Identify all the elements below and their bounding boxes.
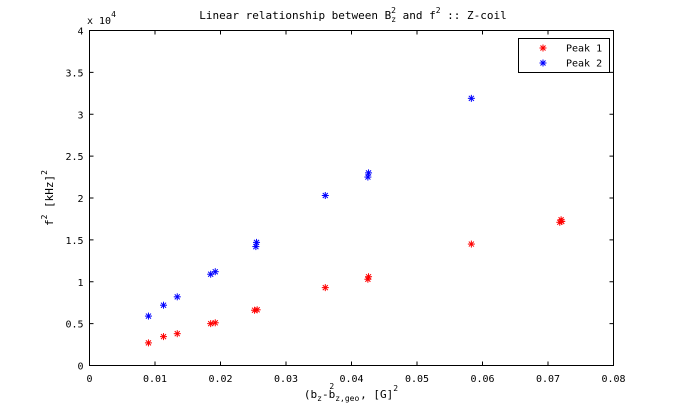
y-tick-label: 3.5 xyxy=(65,68,83,79)
data-point-series-1 xyxy=(173,330,181,338)
data-point-series-1 xyxy=(144,339,152,347)
x-tick-label: 0.08 xyxy=(601,374,625,385)
y-tick-labels: 0 0.5 1 1.5 2 2.5 3 3.5 4 xyxy=(65,27,83,373)
legend-box xyxy=(518,38,610,73)
chart-title: Linear relationship between Bz2 and f2 :… xyxy=(199,6,507,24)
y-axis-multiplier: x 104 xyxy=(87,10,116,27)
data-point-series-1 xyxy=(160,333,168,341)
data-point-series-2 xyxy=(321,191,329,199)
data-point-series-2 xyxy=(173,293,181,301)
x-tick-label: 0.07 xyxy=(536,374,560,385)
legend-marker xyxy=(539,44,547,52)
y-tick-label: 4 xyxy=(77,27,83,38)
y-tick-label: 3 xyxy=(77,110,83,121)
data-point-series-1 xyxy=(558,217,566,225)
data-point-series-1 xyxy=(207,320,215,328)
x-tick-label: 0.06 xyxy=(470,374,494,385)
legend: Peak 1 Peak 2 xyxy=(518,38,610,73)
legend-label: Peak 1 xyxy=(566,44,602,55)
data-point-series-2 xyxy=(144,312,152,320)
x-tick-labels: 0 0.01 0.02 0.03 0.04 0.05 0.06 0.07 0.08 xyxy=(86,374,625,385)
data-point-series-2 xyxy=(467,94,475,102)
data-point-series-1 xyxy=(365,273,373,281)
x-tick-label: 0.05 xyxy=(405,374,429,385)
axis-ticks xyxy=(89,30,614,366)
x-tick-label: 0 xyxy=(86,374,92,385)
y-tick-label: 2.5 xyxy=(65,152,83,163)
data-point-series-2 xyxy=(252,243,260,251)
data-point-series-1 xyxy=(253,306,261,314)
y-tick-label: 0 xyxy=(77,362,83,373)
data-point-series-2 xyxy=(365,169,373,177)
x-tick-label: 0.04 xyxy=(339,374,363,385)
plot-area xyxy=(89,30,614,366)
x-tick-label: 0.03 xyxy=(274,374,298,385)
y-tick-label: 1.5 xyxy=(65,236,83,247)
x-axis-label: (bz-bz,geo2, [G]2 xyxy=(304,382,398,403)
data-point-series-1 xyxy=(211,319,219,327)
data-markers xyxy=(144,94,566,347)
y-tick-label: 1 xyxy=(77,278,83,289)
y-axis-label: f2 [kHz]2 xyxy=(40,170,56,226)
x-tick-label: 0.02 xyxy=(208,374,232,385)
legend-marker xyxy=(539,59,547,67)
data-point-series-1 xyxy=(467,240,475,248)
data-point-series-2 xyxy=(160,301,168,309)
y-tick-label: 0.5 xyxy=(65,320,83,331)
data-point-series-2 xyxy=(364,173,372,181)
data-point-series-2 xyxy=(211,268,219,276)
data-point-series-1 xyxy=(321,284,329,292)
x-tick-label: 0.01 xyxy=(143,374,167,385)
y-tick-label: 2 xyxy=(77,194,83,205)
legend-label: Peak 2 xyxy=(566,59,602,70)
data-point-series-2 xyxy=(253,238,261,246)
